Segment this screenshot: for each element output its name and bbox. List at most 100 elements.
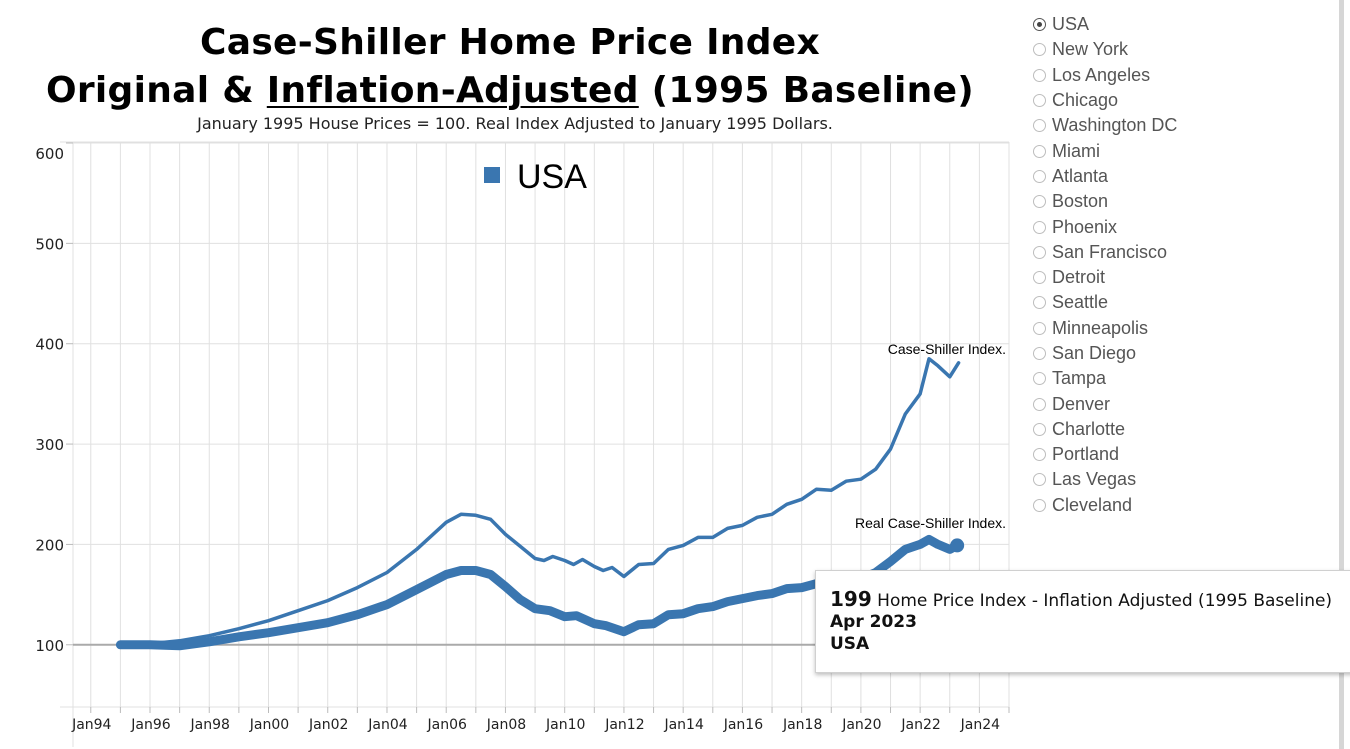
radio-unchecked-icon[interactable] xyxy=(1033,245,1046,259)
radio-unchecked-icon[interactable] xyxy=(1033,43,1046,57)
x-tick-label: Jan18 xyxy=(782,717,822,733)
region-option-label: Las Vegas xyxy=(1052,469,1137,490)
region-option-label: Portland xyxy=(1052,444,1120,465)
radio-unchecked-icon[interactable] xyxy=(1033,144,1046,158)
y-tick-label: 400 xyxy=(35,336,64,354)
legend: USA xyxy=(484,158,587,196)
tooltip-date: Apr 2023 xyxy=(830,612,917,632)
region-option-label: San Francisco xyxy=(1052,241,1168,262)
radio-unchecked-icon[interactable] xyxy=(1033,220,1046,234)
radio-unchecked-icon[interactable] xyxy=(1033,271,1046,285)
radio-unchecked-icon[interactable] xyxy=(1033,296,1046,310)
radio-unchecked-icon[interactable] xyxy=(1033,321,1046,335)
region-option-miami[interactable]: Miami xyxy=(1033,138,1177,163)
radio-unchecked-icon[interactable] xyxy=(1033,195,1046,209)
region-option-san-diego[interactable]: San Diego xyxy=(1033,341,1177,366)
x-tick-label: Jan22 xyxy=(900,717,940,733)
x-tick-label: Jan02 xyxy=(308,717,348,733)
region-option-cleveland[interactable]: Cleveland xyxy=(1033,493,1177,518)
x-tick-label: Jan12 xyxy=(604,717,644,733)
tooltip-value: 199 xyxy=(830,587,872,611)
radio-unchecked-icon[interactable] xyxy=(1033,422,1046,436)
region-option-label: Phoenix xyxy=(1052,216,1118,237)
x-axis: Jan94 Jan96 Jan98 Jan00 Jan02 Jan04 Jan06 Jan08… xyxy=(71,707,1010,733)
region-option-label: Tampa xyxy=(1052,368,1107,389)
x-tick-label: Jan14 xyxy=(663,717,703,733)
radio-checked-icon[interactable] xyxy=(1033,18,1046,32)
x-tick-label: Jan96 xyxy=(130,717,170,733)
x-tick-label: Jan94 xyxy=(71,717,111,733)
region-option-washington-dc[interactable]: Washington DC xyxy=(1033,113,1177,138)
region-option-label: Atlanta xyxy=(1052,165,1109,186)
annotation-case-shiller: Case-Shiller Index. xyxy=(888,341,1006,357)
x-tick-label: Jan10 xyxy=(545,717,585,733)
region-option-san-francisco[interactable]: San Francisco xyxy=(1033,240,1177,265)
chart-canvas: 100 200 300 400 500 600 Jan94 Jan96 Jan98 Jan00 J… xyxy=(35,141,1010,747)
region-option-label: San Diego xyxy=(1052,343,1137,363)
legend-label-usa: USA xyxy=(517,158,587,196)
region-option-los-angeles[interactable]: Los Angeles xyxy=(1033,63,1177,88)
title-underlined: Inflation-Adjusted xyxy=(266,70,639,111)
annotation-real-case-shiller: Real Case-Shiller Index. xyxy=(855,515,1006,531)
title-prefix: Original & xyxy=(45,70,267,111)
y-tick-label: 300 xyxy=(35,436,64,454)
radio-unchecked-icon[interactable] xyxy=(1033,372,1046,386)
scrollbar[interactable] xyxy=(1339,0,1344,749)
region-option-detroit[interactable]: Detroit xyxy=(1033,265,1177,290)
x-tick-label: Jan08 xyxy=(486,717,526,733)
region-option-label: Denver xyxy=(1052,393,1111,414)
y-tick-label: 500 xyxy=(35,235,64,253)
y-tick-label: 600 xyxy=(35,145,64,163)
legend-swatch-usa xyxy=(484,167,500,183)
tooltip-region: USA xyxy=(830,634,870,654)
region-option-label: Charlotte xyxy=(1052,418,1126,439)
region-option-minneapolis[interactable]: Minneapolis xyxy=(1033,316,1177,341)
radio-unchecked-icon[interactable] xyxy=(1033,68,1046,82)
region-option-las-vegas[interactable]: Las Vegas xyxy=(1033,467,1177,492)
region-option-denver[interactable]: Denver xyxy=(1033,391,1177,416)
y-tick-label: 100 xyxy=(35,637,64,655)
region-option-seattle[interactable]: Seattle xyxy=(1033,290,1177,315)
region-option-chicago[interactable]: Chicago xyxy=(1033,88,1177,113)
x-tick-label: Jan98 xyxy=(190,717,230,733)
radio-unchecked-icon[interactable] xyxy=(1033,473,1046,487)
region-option-label: USA xyxy=(1052,14,1090,35)
region-option-label: Minneapolis xyxy=(1052,317,1149,338)
x-tick-label: Jan20 xyxy=(841,717,881,733)
x-tick-label: Jan00 xyxy=(249,717,289,733)
chart-subtitle: January 1995 House Prices = 100. Real In… xyxy=(197,114,833,133)
y-tick-label: 200 xyxy=(35,536,64,554)
region-option-phoenix[interactable]: Phoenix xyxy=(1033,214,1177,239)
region-option-portland[interactable]: Portland xyxy=(1033,442,1177,467)
radio-unchecked-icon[interactable] xyxy=(1033,448,1046,462)
chart-title-line1: Case-Shiller Home Price Index xyxy=(200,22,820,63)
region-option-atlanta[interactable]: Atlanta xyxy=(1033,164,1177,189)
radio-unchecked-icon[interactable] xyxy=(1033,119,1046,133)
data-tooltip: 199 Home Price Index - Inflation Adjuste… xyxy=(815,570,1350,673)
annotations-layer: Case-Shiller Index. Real Case-Shiller Ind… xyxy=(855,341,1006,531)
hover-point-marker xyxy=(950,538,965,553)
radio-unchecked-icon[interactable] xyxy=(1033,498,1046,512)
region-option-label: Cleveland xyxy=(1052,494,1133,515)
x-tick-label: Jan24 xyxy=(960,717,1000,733)
region-option-boston[interactable]: Boston xyxy=(1033,189,1177,214)
radio-unchecked-icon[interactable] xyxy=(1033,94,1046,108)
region-option-tampa[interactable]: Tampa xyxy=(1033,366,1177,391)
region-option-usa[interactable]: USA xyxy=(1033,12,1177,37)
radio-unchecked-icon[interactable] xyxy=(1033,347,1046,360)
y-axis: 100 200 300 400 500 600 xyxy=(35,142,73,655)
region-option-label: Washington DC xyxy=(1052,115,1178,136)
region-option-label: Los Angeles xyxy=(1052,64,1151,85)
x-tick-label: Jan06 xyxy=(427,717,467,733)
region-option-label: Chicago xyxy=(1052,90,1119,111)
region-option-label: Seattle xyxy=(1052,292,1109,313)
region-option-label: Miami xyxy=(1052,140,1100,161)
radio-unchecked-icon[interactable] xyxy=(1033,397,1046,411)
region-option-new-york[interactable]: New York xyxy=(1033,37,1177,62)
region-option-label: Boston xyxy=(1052,191,1109,212)
radio-unchecked-icon[interactable] xyxy=(1033,169,1046,183)
title-suffix: (1995 Baseline) xyxy=(638,70,975,111)
region-option-label: Detroit xyxy=(1052,267,1106,288)
region-option-charlotte[interactable]: Charlotte xyxy=(1033,417,1177,442)
tooltip-description: Home Price Index - Inflation Adjusted (1… xyxy=(877,591,1333,611)
